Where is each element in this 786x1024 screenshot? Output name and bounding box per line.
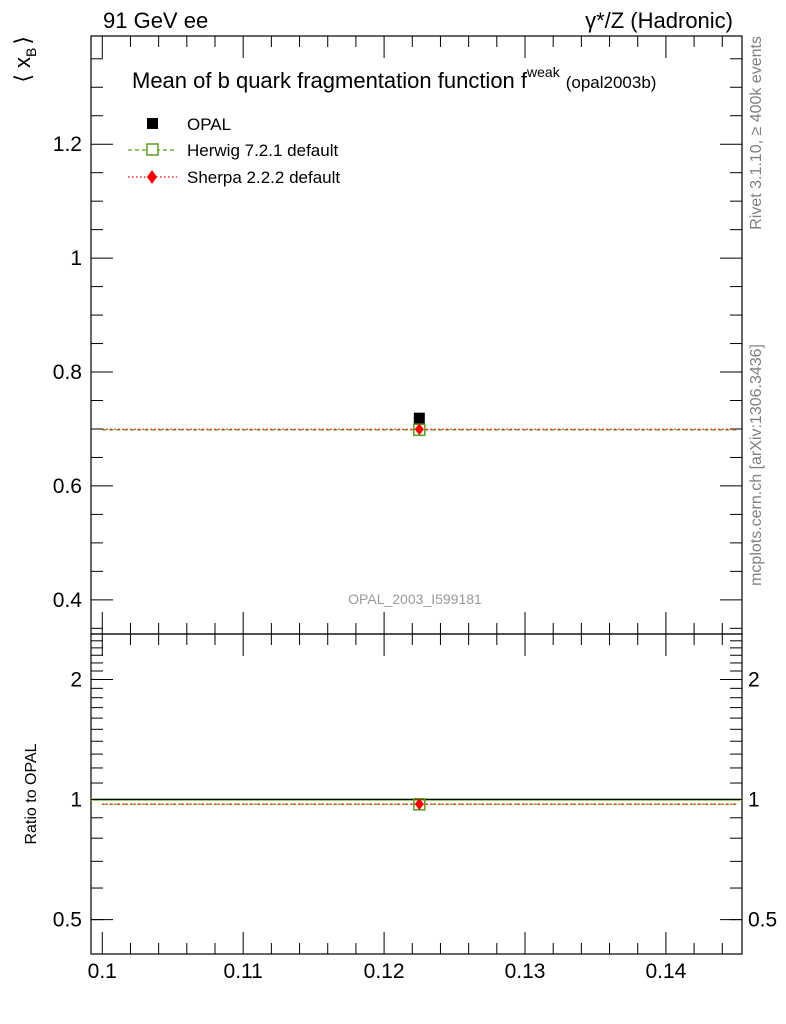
y-tick-label: 0.6 <box>53 475 82 498</box>
ratio-y-tick-label: 1 <box>70 789 82 812</box>
ratio-y-tick-label: 0.5 <box>53 909 82 932</box>
main-ylabel-close: ⟩ <box>10 36 35 45</box>
sherpa-ratio-point <box>414 798 424 811</box>
legend-label-opal: OPAL <box>187 115 231 134</box>
ratio-y-tick-label-right: 2 <box>748 668 760 691</box>
energy-label: 91 GeV ee <box>103 8 208 33</box>
x-ticks: 0.1 0.11 0.12 0.13 0.14 <box>88 36 723 983</box>
y-tick-label: 1.2 <box>53 133 82 156</box>
legend-marker-herwig <box>146 143 159 156</box>
y-tick-label: 0.8 <box>53 361 82 384</box>
legend-marker-sherpa <box>147 170 157 184</box>
x-tick-label: 0.14 <box>645 960 686 983</box>
rivet-label: Rivet 3.1.10, ≥ 400k events <box>748 36 765 230</box>
ratio-y-tick-label: 2 <box>70 668 82 691</box>
legend: OPAL Herwig 7.2.1 default Sherpa 2.2.2 d… <box>128 115 340 187</box>
x-tick-label: 0.12 <box>364 960 405 983</box>
y-tick-label: 1 <box>70 247 82 270</box>
x-tick-label: 0.11 <box>224 960 263 983</box>
ratio-ylabel: Ratio to OPAL <box>23 743 40 844</box>
chart-title-suffix: (opal2003b) <box>566 73 657 92</box>
legend-label-herwig: Herwig 7.2.1 default <box>187 141 338 160</box>
main-y-ticks: 0.4 0.6 0.8 1 1.2 <box>53 58 742 629</box>
ratio-series-layer <box>91 798 742 811</box>
x-tick-label: 0.13 <box>505 960 546 983</box>
chart-title-main: Mean of b quark fragmentation function f <box>132 68 528 93</box>
y-tick-label: 0.4 <box>53 589 83 612</box>
main-ylabel-text: ⟨ x <box>10 57 35 83</box>
process-label: γ*/Z (Hadronic) <box>585 8 733 33</box>
chart-title: Mean of b quark fragmentation function f… <box>132 64 656 93</box>
main-ylabel: ⟨ xB ⟩ <box>10 36 39 83</box>
ratio-y-tick-label-right: 1 <box>748 789 760 812</box>
analysis-watermark: OPAL_2003_I599181 <box>348 591 482 607</box>
x-tick-label: 0.1 <box>88 960 117 983</box>
mcplots-label: mcplots.cern.ch [arXiv:1306.3436] <box>748 344 765 586</box>
ratio-plot-frame <box>90 633 743 955</box>
main-series-layer <box>102 412 737 437</box>
main-ylabel-sub: B <box>23 48 39 57</box>
ratio-y-ticks: 0.5 0.5 1 1 2 2 <box>53 640 777 932</box>
sherpa-point <box>414 423 424 436</box>
legend-marker-opal <box>147 118 158 129</box>
legend-label-sherpa: Sherpa 2.2.2 default <box>187 168 340 187</box>
chart-title-sup: weak <box>526 64 561 80</box>
ratio-y-tick-label-right: 0.5 <box>748 909 777 932</box>
opal-point <box>413 412 425 424</box>
